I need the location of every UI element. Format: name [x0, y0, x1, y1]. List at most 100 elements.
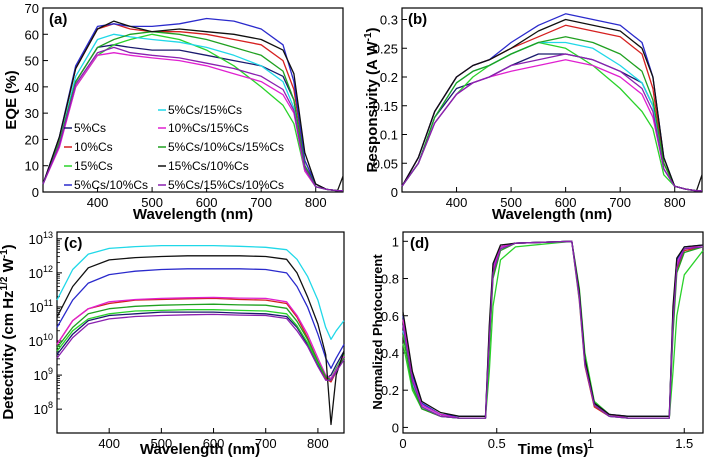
- series-line-15-cs-10-cs: [402, 240, 704, 417]
- series-line-5-cs-10-cs-15-cs: [56, 303, 345, 381]
- y-tick-label: 40: [25, 80, 39, 95]
- y-tick-label: 70: [25, 1, 39, 16]
- series-line-10-cs-15-cs: [56, 296, 345, 380]
- panel-c-frame: [56, 231, 345, 434]
- panel-a-legend: 5%Cs 10%Cs 15%Cs 5%Cs/10%Cs 5%Cs/15%Cs 1…: [64, 103, 284, 192]
- legend-label: 5%Cs: [74, 121, 106, 135]
- legend-entry: 10%Cs: [64, 140, 113, 154]
- x-tick-label: 400: [87, 195, 109, 210]
- series-line-5-cs-15-cs: [402, 240, 704, 419]
- legend-entry: 5%Cs/10%Cs/15%Cs: [158, 140, 284, 154]
- panel-c-label: (c): [64, 235, 82, 252]
- y-tick-label: 0.15: [373, 99, 398, 114]
- series-line-10-cs: [402, 240, 704, 419]
- y-tick-label: 1013: [29, 230, 53, 247]
- panel-b-frame: [401, 7, 703, 193]
- series-line-15-cs: [402, 240, 704, 419]
- panel-d-ylabel: Normalized Photocurrent: [370, 254, 385, 410]
- x-tick-label: 0.5: [488, 436, 506, 451]
- y-tick-label: 0.4: [381, 346, 399, 361]
- series-line-15-cs-10-cs: [56, 255, 345, 426]
- series-line-5-cs-10-cs: [402, 240, 704, 417]
- y-tick-label: 0.3: [380, 13, 398, 28]
- x-tick-label: 600: [555, 195, 577, 210]
- y-tick-label: 109: [34, 366, 53, 383]
- panel-d-label: (d): [410, 235, 429, 252]
- y-tick-label: 0.6: [381, 309, 399, 324]
- panel-a-ylabel: EQE (%): [3, 70, 20, 129]
- panel-d-ticks: 0 0.5 1 1.5 0 0.2 0.4 0.6 0.8 1: [381, 234, 693, 451]
- x-tick-label: 0: [399, 436, 406, 451]
- y-tick-label: 0: [391, 185, 398, 200]
- legend-label: 5%Cs/10%Cs: [74, 178, 148, 192]
- legend-label: 10%Cs: [74, 140, 113, 154]
- panel-d-frame: [402, 231, 704, 434]
- legend-label: 5%Cs/15%Cs: [168, 103, 242, 117]
- legend-entry: 15%Cs: [64, 159, 113, 173]
- y-tick-label: 20: [25, 132, 39, 147]
- y-tick-label: 0.2: [380, 70, 398, 85]
- legend-label: 5%Cs/10%Cs/15%Cs: [168, 140, 284, 154]
- series-line-5-cs-15-cs-10-cs: [401, 53, 702, 192]
- legend-label: 10%Cs/15%Cs: [168, 121, 249, 135]
- panel-d-xlabel: Time (ms): [518, 441, 589, 458]
- series-line-5-cs-10-cs: [401, 13, 702, 192]
- x-tick-label: 800: [305, 195, 327, 210]
- y-tick-label: 0: [32, 185, 39, 200]
- panel-b-ticks: 400 500 600 700 800 0 0.05 0.1 0.15 0.2 0.25 0.3: [373, 13, 686, 211]
- legend-label: 15%Cs/10%Cs: [168, 159, 249, 173]
- y-tick-label: 1: [392, 234, 399, 249]
- panel-a-frame: [42, 7, 344, 193]
- panel-c-ylabel: Detectivity (cm Hz1/2 W-1): [0, 244, 17, 419]
- series-line-15-cs: [56, 309, 345, 380]
- y-tick-label: 0.1: [380, 128, 398, 143]
- panel-b-xlabel: Wavelength (nm): [492, 206, 612, 223]
- legend-label: 15%Cs: [74, 159, 113, 173]
- series-line-5-cs: [402, 240, 704, 419]
- x-tick-label: 800: [664, 195, 686, 210]
- x-tick-label: 500: [151, 436, 173, 451]
- legend-entry: 5%Cs/15%Cs/10%Cs: [158, 178, 284, 192]
- series-line-5-cs-10-cs: [56, 268, 345, 369]
- x-tick-label: 700: [609, 195, 631, 210]
- panel-a-series: [42, 17, 344, 192]
- legend-entry: 5%Cs: [64, 121, 106, 135]
- y-tick-label: 10: [25, 159, 39, 174]
- series-line-15-cs-10-cs: [42, 20, 344, 192]
- y-tick-label: 0.2: [381, 383, 399, 398]
- series-line-5-cs-15-cs-10-cs: [42, 46, 343, 192]
- series-line-5-cs-15-cs: [56, 244, 345, 340]
- series-line-5-cs-15-cs-10-cs: [56, 313, 345, 381]
- legend-entry: 15%Cs/10%Cs: [158, 159, 249, 173]
- panel-a-label: (a): [49, 11, 67, 28]
- panel-d-series: [402, 240, 704, 419]
- y-tick-label: 0.25: [373, 41, 398, 56]
- series-line-5-cs-15-cs-10-cs: [402, 240, 704, 419]
- x-tick-label: 700: [255, 436, 277, 451]
- series-line-5-cs-10-cs-15-cs: [402, 240, 704, 419]
- legend-entry: 5%Cs/10%Cs: [64, 178, 148, 192]
- x-tick-label: 1.5: [675, 436, 693, 451]
- panel-a-xlabel: Wavelength (nm): [133, 206, 253, 223]
- y-tick-label: 0: [392, 420, 399, 435]
- x-tick-label: 500: [141, 195, 163, 210]
- panel-a-ticks: 400 500 600 700 800 0 10 20 30 40 50 60 70: [25, 1, 327, 210]
- panel-c-series: [56, 244, 345, 426]
- y-tick-label: 1010: [29, 332, 53, 349]
- panel-b-series: [401, 13, 703, 192]
- x-tick-label: 1: [587, 436, 594, 451]
- series-line-10-cs: [56, 297, 345, 383]
- legend-entry: 10%Cs/15%Cs: [158, 121, 249, 135]
- x-tick-label: 400: [98, 436, 120, 451]
- panel-c-xlabel: Wavelength (nm): [140, 441, 260, 458]
- panel-a-eqe: 400 500 600 700 800 0 10 20 30 40 50 60 70 (a) Wavel…: [3, 1, 344, 223]
- panel-b-label: (b): [408, 11, 427, 28]
- y-tick-label: 0.8: [381, 272, 399, 287]
- panel-b-responsivity: 400 500 600 700 800 0 0.05 0.1 0.15 0.2 0.25 0.3 (b…: [363, 7, 703, 223]
- y-tick-label: 0.05: [373, 156, 398, 171]
- series-line-10-cs-15-cs: [402, 240, 704, 419]
- legend-label: 5%Cs/15%Cs/10%Cs: [168, 178, 284, 192]
- y-tick-label: 108: [34, 400, 53, 417]
- x-tick-label: 600: [196, 195, 218, 210]
